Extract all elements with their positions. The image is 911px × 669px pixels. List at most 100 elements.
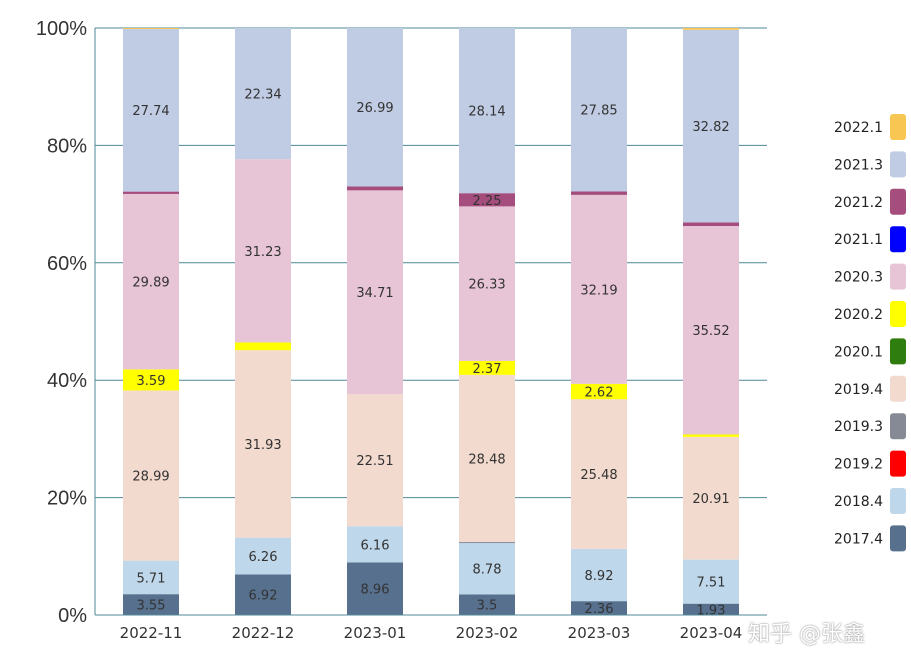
data-label: 27.85: [580, 104, 617, 119]
y-tick-label: 0%: [58, 605, 87, 627]
bar-segment-2022.1: [123, 28, 179, 29]
bar-segment-2021.3: [571, 28, 627, 192]
data-label: 34.71: [356, 286, 393, 301]
bar-segment-2019.4: [459, 374, 515, 543]
data-label: 6.92: [249, 589, 278, 604]
bar-segment-2020.3: [683, 225, 739, 435]
data-label: 8.78: [473, 563, 502, 578]
bar-segment-2019.4: [571, 399, 627, 549]
bar-segment-2021.3: [123, 28, 179, 192]
bar-segment-2018.4: [235, 537, 291, 575]
legend-swatch: [890, 226, 906, 253]
legend-swatch: [890, 114, 906, 140]
data-label: 28.48: [468, 452, 505, 467]
x-tick-label: 2023-04: [680, 624, 743, 642]
bar-segment-2021.2: [459, 193, 515, 207]
bar-segment-2020.3: [571, 194, 627, 384]
bar-segment-2020.3: [459, 206, 515, 361]
legend-swatch: [890, 525, 906, 552]
data-label: 25.48: [580, 468, 617, 483]
data-label: 8.96: [361, 583, 390, 598]
bar-segment-2020.2: [571, 383, 627, 400]
bar-segment-2020.3: [123, 193, 179, 370]
bar-segment-2019.4: [683, 436, 739, 560]
data-label: 27.74: [132, 104, 169, 119]
data-label: 35.52: [692, 324, 729, 339]
data-label: 22.51: [356, 454, 393, 469]
bar-segment-2019.4: [235, 350, 291, 538]
data-label: 2.62: [585, 386, 614, 401]
legend-swatch: [890, 263, 906, 290]
bar-segment-2017.4: [235, 574, 291, 615]
legend-swatch: [890, 488, 906, 514]
x-tick-label: 2023-03: [568, 624, 631, 642]
bar-segment-2017.4: [123, 594, 179, 615]
x-tick-label: 2023-02: [456, 624, 519, 642]
bar-segment-2020.2: [683, 434, 739, 437]
bar-segment-2018.4: [571, 548, 627, 602]
watermark: 知乎 @张鑫: [748, 622, 865, 647]
bar-segment-2020.2: [459, 360, 515, 375]
bar-segment-2021.3: [683, 29, 739, 223]
legend-label: 2021.2: [834, 195, 883, 211]
legend-swatch: [890, 375, 906, 402]
data-label: 26.99: [356, 101, 393, 116]
y-tick-label: 100%: [36, 18, 87, 40]
legend-label: 2019.4: [834, 382, 883, 398]
legend-label: 2020.3: [834, 270, 883, 286]
x-tick-label: 2022-11: [120, 624, 183, 642]
legend-label: 2022.1: [834, 120, 883, 136]
data-label: 22.34: [244, 88, 281, 103]
bar-segment-2018.4: [123, 560, 179, 595]
data-label: 29.89: [132, 276, 169, 291]
legend-label: 2019.3: [834, 419, 883, 435]
data-label: 5.71: [137, 571, 166, 586]
data-label: 2.25: [473, 194, 502, 209]
data-label: 3.5: [477, 599, 498, 614]
bar-segment-2018.4: [459, 542, 515, 595]
bar-segment-2022.1: [683, 28, 739, 30]
bar-segment-2021.2: [123, 191, 179, 194]
data-label: 2.37: [473, 362, 502, 377]
x-tick-label: 2022-12: [232, 624, 295, 642]
data-label: 7.51: [697, 576, 726, 591]
data-label: 6.16: [361, 538, 390, 553]
legend-label: 2018.4: [834, 494, 883, 510]
data-label: 8.92: [585, 569, 614, 584]
data-label: 28.99: [132, 470, 169, 485]
bar-segment-2021.2: [571, 191, 627, 195]
data-label: 20.91: [692, 492, 729, 507]
bar-segment-2020.2: [123, 369, 179, 391]
bar-segment-2021.3: [459, 28, 515, 194]
legend-label: 2021.3: [834, 157, 883, 173]
data-label: 31.23: [244, 245, 281, 260]
data-label: 32.19: [580, 283, 617, 298]
data-label: 31.93: [244, 438, 281, 453]
legend-label: 2017.4: [834, 531, 883, 547]
y-tick-label: 20%: [47, 488, 87, 510]
bar-segment-2017.4: [459, 594, 515, 615]
bar-segment-2020.3: [347, 190, 403, 395]
legend-label: 2020.1: [834, 344, 883, 360]
legend-swatch: [890, 338, 906, 365]
bar-segment-2021.2: [683, 222, 739, 226]
bar-segment-2018.4: [347, 526, 403, 563]
legend-swatch: [890, 151, 906, 178]
bar-segment-2018.4: [683, 559, 739, 604]
y-tick-label: 40%: [47, 370, 87, 392]
bar-segment-2020.3: [235, 159, 291, 343]
data-label: 32.82: [692, 120, 729, 135]
data-label: 28.14: [468, 105, 505, 120]
legend-swatch: [890, 450, 906, 477]
data-label: 1.93: [697, 603, 726, 618]
bar-segment-2021.3: [347, 28, 403, 187]
legend-label: 2020.2: [834, 307, 883, 323]
bar-segment-2017.4: [571, 601, 627, 615]
bar-segment-2020.2: [235, 342, 291, 351]
x-tick-label: 2023-01: [344, 624, 407, 642]
bar-segment-2021.2: [347, 186, 403, 191]
data-label: 2.36: [585, 602, 614, 617]
bar-segment-2019.3: [459, 542, 515, 544]
